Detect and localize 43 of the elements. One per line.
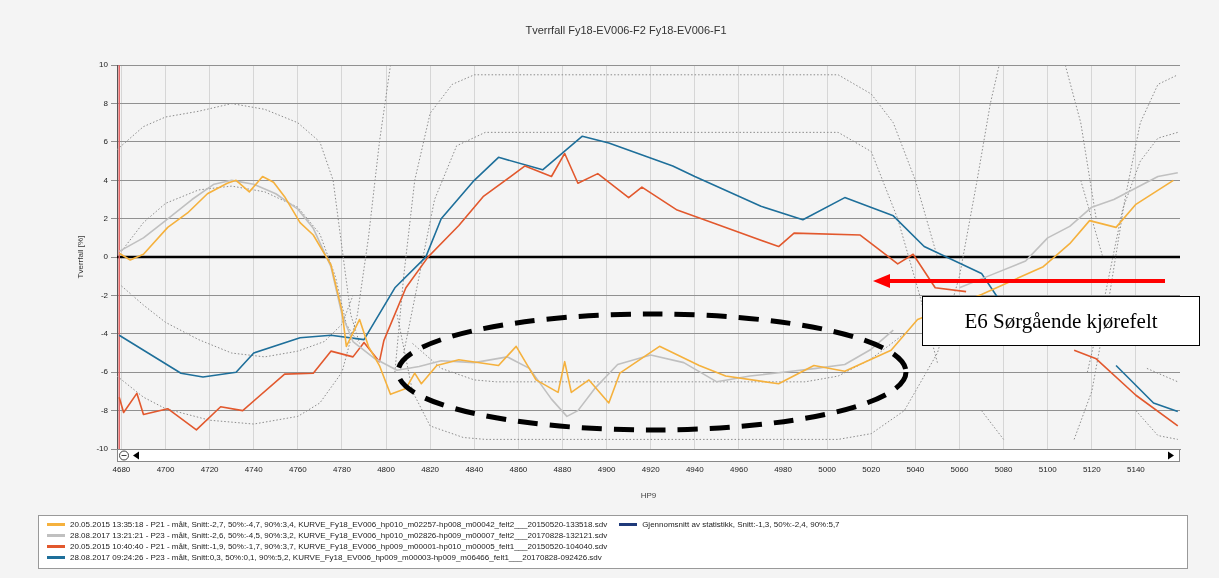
x-tick-label: 5140	[1126, 465, 1146, 474]
x-tick-label: 5040	[906, 465, 925, 474]
legend-label: Gjennomsnitt av statistikk, Snitt:-1,3, 50%:-2,4, 90%:5,7	[642, 519, 840, 530]
y-tick-label: 8	[103, 98, 109, 108]
x-tick-label: 5100	[1038, 465, 1058, 474]
x-tick-label: 4960	[730, 465, 749, 474]
x-tick-label: 4800	[377, 465, 396, 474]
x-tick-label: 4780	[333, 465, 352, 474]
y-tick-label: 10	[99, 60, 109, 70]
x-tick-label: 4840	[465, 465, 484, 474]
x-tick-label: 5080	[994, 465, 1014, 474]
x-tick-label: 4680	[112, 465, 131, 474]
x-tick-label: 4900	[597, 465, 617, 474]
y-tick-label: 6	[103, 137, 109, 147]
legend-label: 28.08.2017 09:24:26 - P23 - målt, Snitt:0,3, 50%:0,1, 90%:5,2, KURVE_Fy18_EV006_hp009_m00003-hp009_m06466_felt1___20170828-092426.sdv	[70, 552, 602, 563]
y-tick-label: -2	[100, 290, 109, 300]
x-tick-label: 4920	[641, 465, 661, 474]
chart-title: Tverrfall Fy18-EV006-F2 Fy18-EV006-F1	[525, 23, 727, 36]
y-tick-label: -10	[96, 444, 109, 454]
y-tick-label: -6	[100, 367, 109, 377]
legend-label: 20.05.2015 13:35:18 - P21 - målt, Snitt:-2,7, 50%:-4,7, 90%:3,4, KURVE_Fy18_EV006_hp010_m02257-hp008_m00042_felt2___20150520-133518.sdv	[70, 519, 608, 530]
y-tick-label: -4	[100, 329, 109, 339]
y-tick-label: -8	[100, 405, 109, 415]
x-tick-label: 4980	[774, 465, 793, 474]
y-axis-title: Tverrfall [%]	[76, 235, 85, 279]
x-tick-label: 4720	[200, 465, 220, 474]
x-tick-label: 4760	[288, 465, 308, 474]
legend-label: 20.05.2015 10:40:40 - P21 - målt, Snitt:-1,9, 50%:-1,7, 90%:3,7, KURVE_Fy18_EV006_hp009_m00001-hp010_m00005_felt1___20150520-104040.sdv	[70, 541, 608, 552]
x-tick-label: 5020	[862, 465, 881, 474]
x-axis-title: HP9	[640, 491, 657, 501]
y-tick-label: 4	[103, 175, 109, 185]
x-tick-label: 5120	[1082, 465, 1102, 474]
x-tick-label: 4700	[156, 465, 175, 474]
x-tick-label: 4740	[244, 465, 264, 474]
x-tick-label: 5000	[818, 465, 837, 474]
x-tick-label: 4820	[421, 465, 440, 474]
y-tick-label: 2	[103, 213, 109, 223]
x-tick-label: 5060	[950, 465, 969, 474]
x-tick-label: 4880	[553, 465, 572, 474]
legend-label: 28.08.2017 13:21:21 - P23 - målt, Snitt:-2,6, 50%:-4,5, 90%:3,2, KURVE_Fy18_EV006_hp010_m02826-hp009_m00007_felt2___20170828-132121.sdv	[70, 530, 608, 541]
x-tick-label: 4860	[509, 465, 528, 474]
x-tick-label: 4940	[685, 465, 705, 474]
y-tick-label: 0	[103, 252, 109, 262]
